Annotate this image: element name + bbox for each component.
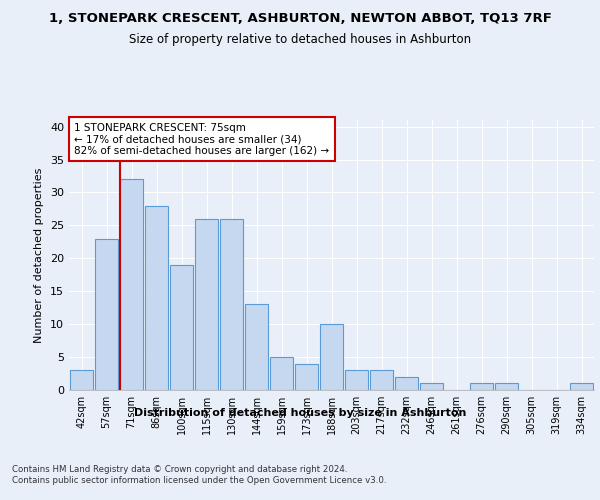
Text: Contains public sector information licensed under the Open Government Licence v3: Contains public sector information licen… <box>12 476 386 485</box>
Bar <box>220 219 244 390</box>
Bar <box>395 377 418 390</box>
Bar <box>245 304 268 390</box>
Bar <box>269 357 293 390</box>
Bar <box>470 384 493 390</box>
Bar <box>95 238 118 390</box>
Text: 1, STONEPARK CRESCENT, ASHBURTON, NEWTON ABBOT, TQ13 7RF: 1, STONEPARK CRESCENT, ASHBURTON, NEWTON… <box>49 12 551 26</box>
Text: Distribution of detached houses by size in Ashburton: Distribution of detached houses by size … <box>134 408 466 418</box>
Bar <box>194 219 218 390</box>
Bar <box>70 370 94 390</box>
Bar <box>295 364 319 390</box>
Bar <box>170 265 193 390</box>
Bar <box>494 384 518 390</box>
Bar <box>119 180 143 390</box>
Bar <box>569 384 593 390</box>
Bar <box>344 370 368 390</box>
Text: 1 STONEPARK CRESCENT: 75sqm
← 17% of detached houses are smaller (34)
82% of sem: 1 STONEPARK CRESCENT: 75sqm ← 17% of det… <box>74 122 329 156</box>
Text: Contains HM Land Registry data © Crown copyright and database right 2024.: Contains HM Land Registry data © Crown c… <box>12 465 347 474</box>
Bar <box>145 206 169 390</box>
Y-axis label: Number of detached properties: Number of detached properties <box>34 168 44 342</box>
Bar <box>320 324 343 390</box>
Text: Size of property relative to detached houses in Ashburton: Size of property relative to detached ho… <box>129 32 471 46</box>
Bar <box>419 384 443 390</box>
Bar <box>370 370 394 390</box>
